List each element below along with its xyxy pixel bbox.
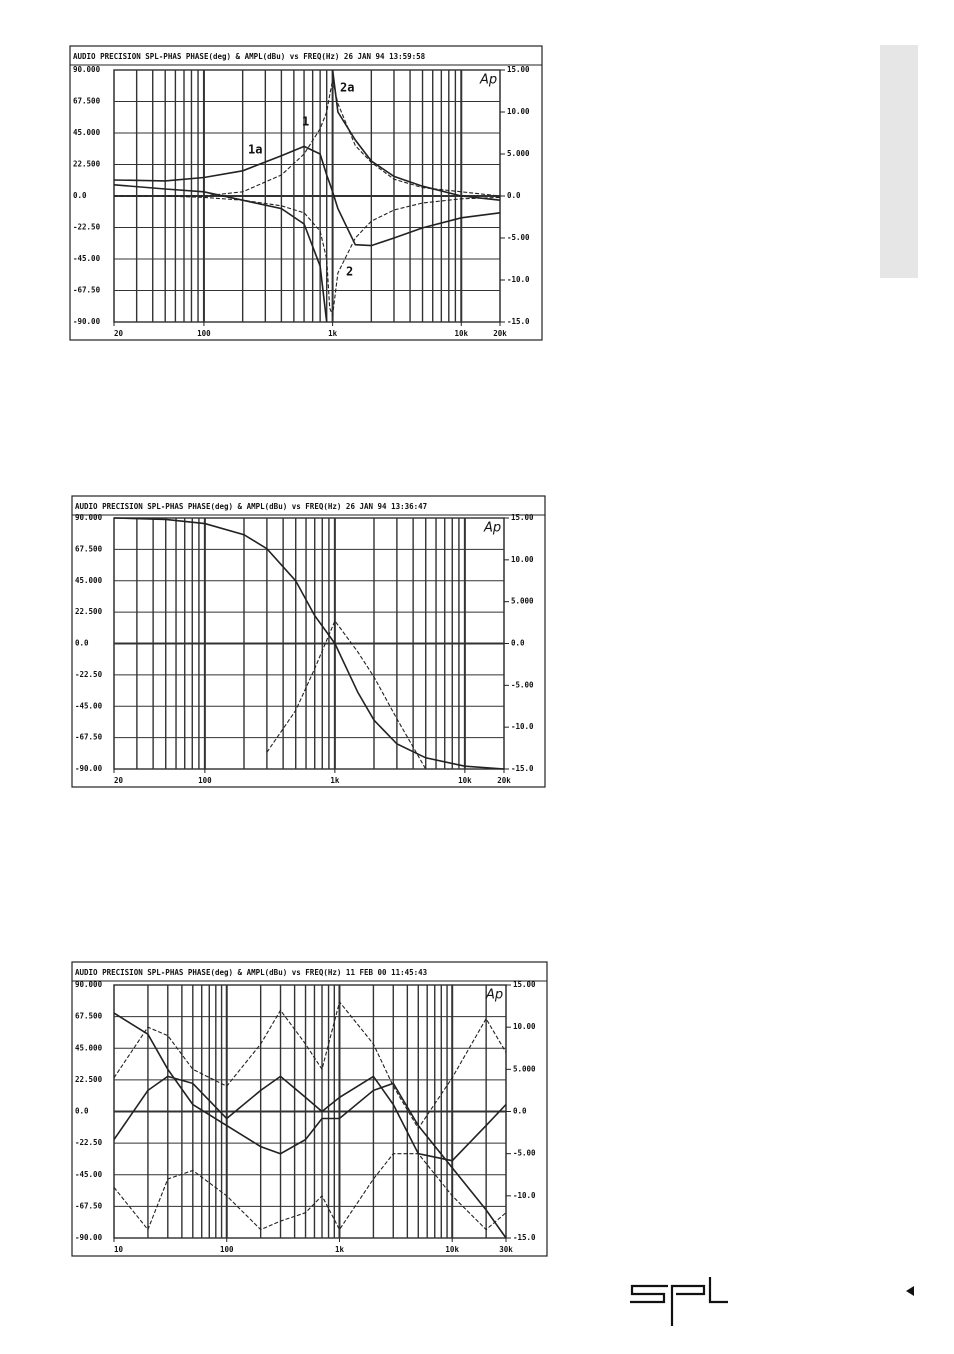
y-tick-label: 90.000 bbox=[73, 65, 101, 74]
ap-logo: Ap bbox=[479, 73, 497, 88]
ap-logo: Ap bbox=[483, 521, 501, 536]
x-tick-label: 100 bbox=[198, 776, 212, 785]
curve bbox=[113, 517, 505, 770]
x-tick-label: 1k bbox=[335, 1245, 345, 1254]
x-tick-label: 100 bbox=[197, 329, 211, 338]
y-tick-label: 22.500 bbox=[75, 607, 103, 616]
y-tick-label: -90.00 bbox=[73, 317, 101, 326]
y-tick-label: 67.500 bbox=[75, 1012, 103, 1021]
curve-label: 1a bbox=[248, 143, 262, 157]
y2-tick-label: -10.0 bbox=[511, 722, 534, 731]
page-arrow bbox=[906, 1286, 914, 1296]
y-tick-label: -22.50 bbox=[75, 1138, 103, 1147]
y2-tick-label: -10.0 bbox=[507, 275, 530, 284]
y2-tick-label: 15.00 bbox=[507, 65, 530, 74]
x-tick-label: 1k bbox=[328, 329, 338, 338]
y-tick-label: -90.00 bbox=[75, 764, 103, 773]
y2-tick-label: -10.0 bbox=[513, 1191, 536, 1200]
curve bbox=[113, 145, 501, 247]
x-tick-label: 20 bbox=[114, 776, 124, 785]
y2-tick-label: -15.0 bbox=[507, 317, 530, 326]
y-tick-label: -45.00 bbox=[75, 701, 103, 710]
x-tick-label: 30k bbox=[499, 1245, 513, 1254]
curve bbox=[113, 1000, 507, 1130]
curve bbox=[113, 1012, 507, 1239]
y2-tick-label: 5.000 bbox=[511, 597, 534, 606]
y-tick-label: 67.500 bbox=[75, 544, 103, 553]
y-tick-label: -67.50 bbox=[73, 286, 101, 295]
y2-tick-label: 15.00 bbox=[513, 980, 536, 989]
y2-tick-label: -5.00 bbox=[507, 233, 530, 242]
y-tick-label: 0.0 bbox=[75, 1107, 89, 1116]
curve-label: 1 bbox=[302, 115, 309, 129]
x-tick-label: 10k bbox=[454, 329, 468, 338]
y-tick-label: 45.000 bbox=[75, 576, 103, 585]
y2-tick-label: 0.0 bbox=[507, 191, 521, 200]
x-tick-label: 10 bbox=[114, 1245, 124, 1254]
y-tick-label: -45.00 bbox=[73, 254, 101, 263]
y-tick-label: -22.50 bbox=[75, 670, 103, 679]
y-tick-label: -67.50 bbox=[75, 733, 103, 742]
y-tick-label: 22.500 bbox=[73, 160, 101, 169]
y2-tick-label: -15.0 bbox=[513, 1233, 536, 1242]
y-tick-label: -22.50 bbox=[73, 223, 101, 232]
side-tab bbox=[880, 45, 918, 278]
chart: AUDIO PRECISION SPL-PHAS PHASE(deg) & AM… bbox=[71, 495, 546, 788]
chart-title: AUDIO PRECISION SPL-PHAS PHASE(deg) & AM… bbox=[73, 52, 426, 61]
y-tick-label: 90.000 bbox=[75, 980, 103, 989]
y2-tick-label: 10.00 bbox=[511, 555, 534, 564]
y-tick-label: 45.000 bbox=[73, 128, 101, 137]
x-tick-label: 10k bbox=[458, 776, 472, 785]
chart-title: AUDIO PRECISION SPL-PHAS PHASE(deg) & AM… bbox=[75, 502, 427, 511]
x-tick-label: 20k bbox=[497, 776, 511, 785]
y2-tick-label: -5.00 bbox=[511, 680, 534, 689]
y2-tick-label: 5.000 bbox=[513, 1064, 536, 1073]
x-tick-label: 20k bbox=[493, 329, 507, 338]
y2-tick-label: -15.0 bbox=[511, 764, 534, 773]
y-tick-label: 45.000 bbox=[75, 1043, 103, 1052]
spl-logo bbox=[630, 1277, 728, 1326]
chart-frame bbox=[71, 495, 546, 788]
y-tick-label: -67.50 bbox=[75, 1201, 103, 1210]
y-tick-label: -90.00 bbox=[75, 1233, 103, 1242]
y2-tick-label: 10.00 bbox=[513, 1022, 536, 1031]
y2-tick-label: 15.00 bbox=[511, 513, 534, 522]
y-tick-label: 0.0 bbox=[73, 191, 87, 200]
y2-tick-label: 0.0 bbox=[513, 1107, 527, 1116]
x-tick-label: 100 bbox=[220, 1245, 234, 1254]
curve bbox=[114, 79, 501, 197]
x-tick-label: 1k bbox=[330, 776, 340, 785]
y2-tick-label: -5.00 bbox=[513, 1149, 536, 1158]
y-tick-label: 90.000 bbox=[75, 513, 103, 522]
chart: AUDIO PRECISION SPL-PHAS PHASE(deg) & AM… bbox=[71, 961, 548, 1257]
curve bbox=[113, 1075, 507, 1162]
y-tick-label: 0.0 bbox=[75, 639, 89, 648]
chart: AUDIO PRECISION SPL-PHAS PHASE(deg) & AM… bbox=[69, 45, 543, 341]
ap-logo: Ap bbox=[485, 988, 503, 1003]
x-tick-label: 20 bbox=[114, 329, 124, 338]
y2-tick-label: 5.000 bbox=[507, 149, 530, 158]
chart-frame bbox=[71, 961, 548, 1257]
curve bbox=[113, 1153, 507, 1231]
y2-tick-label: 0.0 bbox=[511, 639, 525, 648]
y-tick-label: 67.500 bbox=[73, 97, 101, 106]
curve bbox=[114, 195, 501, 318]
curve-label: 2 bbox=[346, 265, 353, 279]
y-tick-label: 22.500 bbox=[75, 1075, 103, 1084]
curve-label: 2a bbox=[340, 81, 354, 95]
chart-title: AUDIO PRECISION SPL-PHAS PHASE(deg) & AM… bbox=[75, 968, 428, 977]
y2-tick-label: 10.00 bbox=[507, 107, 530, 116]
y-tick-label: -45.00 bbox=[75, 1170, 103, 1179]
x-tick-label: 10k bbox=[445, 1245, 459, 1254]
curve bbox=[113, 69, 501, 323]
